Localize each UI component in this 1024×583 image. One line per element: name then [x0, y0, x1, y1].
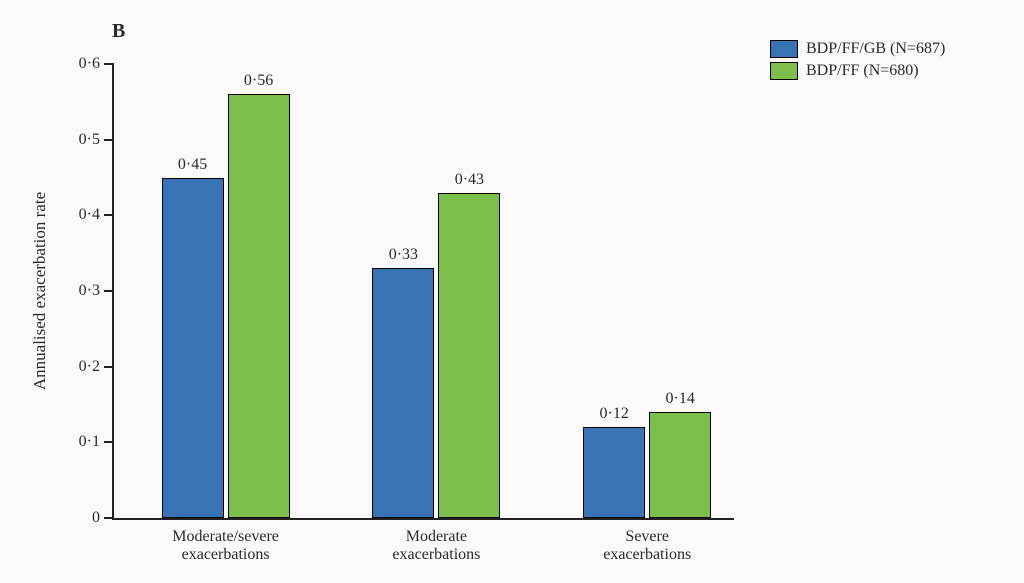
legend-item: BDP/FF/GB (N=687) [770, 40, 945, 58]
bar-label: 0·45 [178, 156, 207, 174]
bar-blue [162, 178, 224, 519]
x-tick-label: Severe exacerbations [603, 528, 691, 564]
y-tick [104, 366, 114, 368]
y-tick [104, 214, 114, 216]
legend: BDP/FF/GB (N=687) BDP/FF (N=680) [770, 40, 945, 84]
y-tick-label: 0 [92, 509, 100, 527]
bar-green [438, 193, 500, 518]
bar-green [228, 94, 290, 518]
legend-label: BDP/FF/GB (N=687) [806, 40, 945, 58]
y-tick-label: 0·1 [79, 433, 100, 451]
bar-blue [583, 427, 645, 518]
y-tick [104, 139, 114, 141]
x-tick-label: Moderate exacerbations [392, 528, 480, 564]
bar-blue [372, 268, 434, 518]
bar-label: 0·14 [666, 390, 695, 408]
legend-item: BDP/FF (N=680) [770, 62, 945, 80]
y-axis-label: Annualised exacerbation rate [30, 192, 50, 390]
bar-label: 0·56 [244, 72, 273, 90]
bar-label: 0·43 [455, 171, 484, 189]
y-tick-label: 0·4 [79, 206, 100, 224]
y-tick [104, 63, 114, 65]
bar-label: 0·33 [389, 246, 418, 264]
y-tick [104, 517, 114, 519]
chart-canvas: B 0 0·1 0·2 0·3 0·4 0·5 0·6 0·45 0·56 Moderate/se… [0, 0, 1024, 583]
y-tick [104, 441, 114, 443]
x-tick-label: Moderate/severe exacerbations [172, 528, 279, 564]
legend-label: BDP/FF (N=680) [806, 62, 919, 80]
y-tick-label: 0·3 [79, 282, 100, 300]
y-tick-label: 0·6 [79, 55, 100, 73]
bar-green [649, 412, 711, 518]
plot-area: 00·10·20·30·40·50·60·450·56Moderate/seve… [112, 64, 734, 520]
y-tick-label: 0·5 [79, 131, 100, 149]
panel-label: B [112, 20, 125, 43]
bar-label: 0·12 [600, 405, 629, 423]
legend-swatch [770, 62, 798, 80]
y-tick-label: 0·2 [79, 358, 100, 376]
y-tick [104, 290, 114, 292]
legend-swatch [770, 40, 798, 58]
